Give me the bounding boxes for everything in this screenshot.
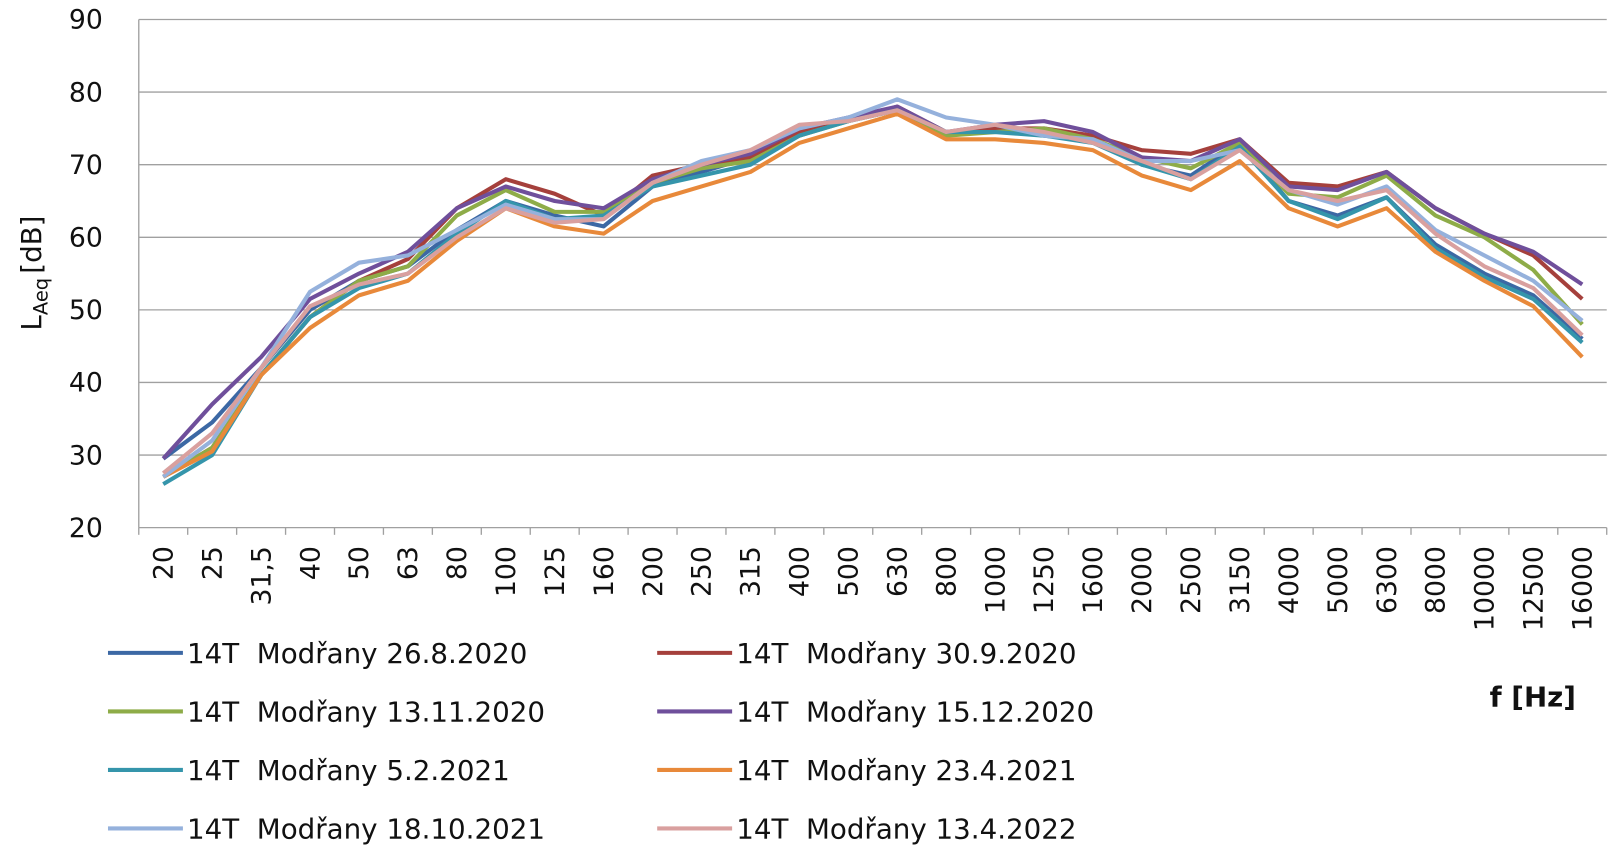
x-tick-label: 315 xyxy=(736,546,767,597)
y-axis-label: LAeq [dB] xyxy=(15,215,52,330)
y-label-main: L xyxy=(15,315,48,331)
y-label-sub: Aeq xyxy=(29,278,52,315)
x-tick-label: 200 xyxy=(638,546,669,597)
series-line xyxy=(162,111,1584,479)
legend-label: 14T Modřany 23.4.2021 xyxy=(736,754,1076,787)
y-tick-label: 90 xyxy=(69,5,103,36)
x-tick-label: 2500 xyxy=(1176,546,1207,614)
x-tick-label: 1000 xyxy=(980,546,1011,614)
x-tick-label: 4000 xyxy=(1274,546,1305,614)
x-tick-label: 800 xyxy=(931,546,962,597)
x-tick-label: 630 xyxy=(882,546,913,597)
x-tick-label: 2000 xyxy=(1127,546,1158,614)
x-tick-label: 160 xyxy=(589,546,620,597)
x-tick-label: 250 xyxy=(687,546,718,597)
y-tick-label: 20 xyxy=(69,513,103,544)
legend-label: 14T Modřany 5.2.2021 xyxy=(187,754,510,787)
x-tick-label: 1600 xyxy=(1078,546,1109,614)
x-tick-label: 10000 xyxy=(1470,546,1501,631)
x-tick-label: 31,5 xyxy=(246,546,277,605)
x-axis-label: f [Hz] xyxy=(1490,680,1576,713)
x-tick-label: 12500 xyxy=(1519,546,1550,631)
x-tick-label: 3150 xyxy=(1225,546,1256,614)
series-line xyxy=(161,108,1584,475)
legend-label: 14T Modřany 15.12.2020 xyxy=(736,696,1094,729)
y-tick-label: 60 xyxy=(69,223,103,254)
x-tick-label: 20 xyxy=(148,546,179,580)
y-tick-label: 50 xyxy=(69,295,103,326)
y-tick-label: 40 xyxy=(69,368,103,399)
series-line xyxy=(162,108,1584,486)
x-tick-label: 16000 xyxy=(1567,546,1598,631)
y-tick-label: 80 xyxy=(69,77,103,108)
x-tick-label: 8000 xyxy=(1421,546,1452,614)
x-tick-label: 1250 xyxy=(1029,546,1060,614)
x-tick-label: 50 xyxy=(344,546,375,580)
x-tick-label: 500 xyxy=(834,546,865,597)
x-tick-label: 6300 xyxy=(1372,546,1403,614)
x-tick-label: 100 xyxy=(491,546,522,597)
x-tick-label: 125 xyxy=(540,546,571,597)
x-tick-label: 80 xyxy=(442,546,473,580)
legend-label: 14T Modřany 13.4.2022 xyxy=(736,813,1076,846)
legend-label: 14T Modřany 13.11.2020 xyxy=(187,696,545,729)
x-tick-label: 40 xyxy=(295,546,326,580)
legend-label: 14T Modřany 18.10.2021 xyxy=(187,813,545,846)
legend-label: 14T Modřany 26.8.2020 xyxy=(187,637,527,670)
y-tick-label: 70 xyxy=(69,150,103,181)
x-tick-label: 63 xyxy=(393,546,424,580)
x-tick-label: 5000 xyxy=(1323,546,1354,614)
y-label-unit: [dB] xyxy=(15,215,48,273)
legend-label: 14T Modřany 30.9.2020 xyxy=(736,637,1076,670)
x-tick-label: 400 xyxy=(785,546,816,597)
y-tick-label: 30 xyxy=(69,440,103,471)
x-tick-label: 25 xyxy=(197,546,228,580)
series-line xyxy=(162,97,1584,479)
